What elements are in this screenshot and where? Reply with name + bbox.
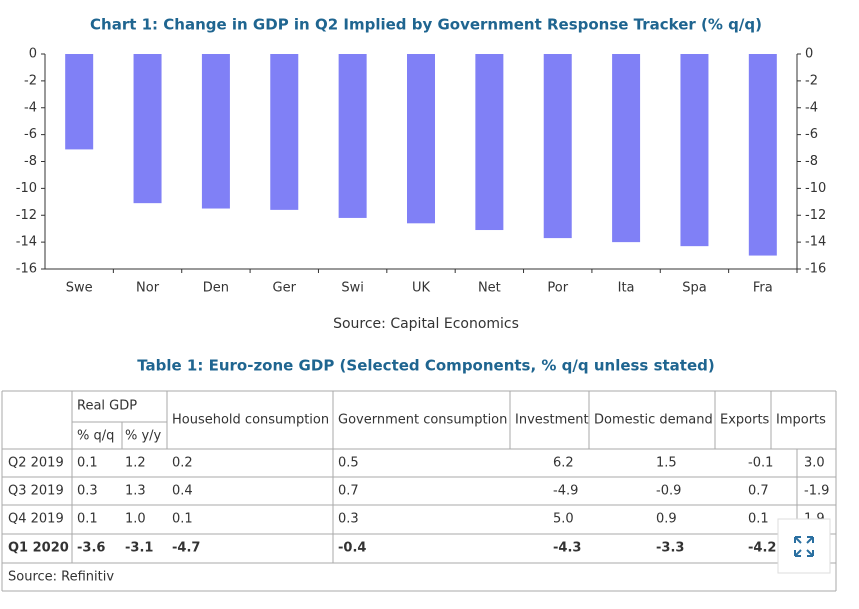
bar <box>475 54 504 231</box>
table-title: Table 1: Euro-zone GDP (Selected Compone… <box>137 357 715 375</box>
table-cell: Q1 2020 <box>8 541 69 556</box>
table-cell: 1.3 <box>125 484 146 499</box>
x-tick-label: Den <box>203 281 229 296</box>
table-cell: 1.5 <box>656 456 677 471</box>
x-tick-label: Nor <box>136 281 160 296</box>
table-column-header: Investment <box>515 413 589 428</box>
table-cell: 6.2 <box>553 456 574 471</box>
chart-source: Source: Capital Economics <box>333 316 519 332</box>
table-source: Source: Refinitiv <box>8 570 114 585</box>
table-cell: 0.7 <box>748 484 769 499</box>
x-tick-label: Spa <box>682 281 706 296</box>
table-cell: -3.3 <box>656 541 684 556</box>
y2-tick-label: -6 <box>805 127 818 142</box>
bar <box>201 54 230 209</box>
bar <box>680 54 709 247</box>
bar <box>543 54 572 239</box>
table-cell: -0.9 <box>656 484 681 499</box>
table-column-header: Household consumption <box>172 413 329 428</box>
table-column-header: Imports <box>776 413 826 428</box>
y-tick-label: -12 <box>16 208 37 223</box>
bar <box>612 54 641 243</box>
table-cell: Q2 2019 <box>8 456 64 471</box>
table-cell: -4.9 <box>553 484 578 499</box>
y2-tick-label: -16 <box>805 262 826 277</box>
y2-tick-label: -8 <box>805 154 818 169</box>
x-tick-label: Ita <box>618 281 635 296</box>
table-cell: 1.0 <box>125 512 146 527</box>
table-column-header: Domestic demand <box>594 413 713 428</box>
bar <box>133 54 162 204</box>
table-cell: 0.1 <box>172 512 193 527</box>
table-cell: -0.4 <box>338 541 366 556</box>
y-tick-label: -10 <box>16 181 37 196</box>
y-tick-label: 0 <box>29 47 37 62</box>
table-group-header: Real GDP <box>77 399 137 414</box>
y-tick-label: -16 <box>16 262 37 277</box>
expand-button[interactable] <box>777 518 831 574</box>
table-cell: 0.9 <box>656 512 677 527</box>
bar <box>407 54 435 224</box>
table-subheader: % q/q <box>77 429 114 444</box>
table-cell: -3.1 <box>125 541 153 556</box>
x-tick-label: Swi <box>341 281 364 296</box>
table-cell: -0.1 <box>748 456 773 471</box>
table-cell: -4.7 <box>172 541 200 556</box>
y-tick-label: -2 <box>24 73 37 88</box>
table-cell: -3.6 <box>77 541 105 556</box>
bar <box>338 54 367 218</box>
table-column-header: Government consumption <box>338 413 507 428</box>
bar <box>748 54 777 256</box>
y2-tick-label: 0 <box>805 47 813 62</box>
y2-tick-label: -4 <box>805 100 818 115</box>
y-tick-label: -6 <box>24 127 37 142</box>
table-cell: 0.2 <box>172 456 193 471</box>
table-column-header: Exports <box>720 413 770 428</box>
x-tick-label: UK <box>412 281 431 296</box>
table-cell: 0.1 <box>77 512 98 527</box>
y2-tick-label: -12 <box>805 208 826 223</box>
expand-icon[interactable] <box>794 536 814 557</box>
table-cell: 1.2 <box>125 456 146 471</box>
expand-box[interactable] <box>777 518 831 574</box>
table-cell: 0.3 <box>77 484 98 499</box>
y2-tick-label: -14 <box>805 235 826 250</box>
table-cell: 0.1 <box>748 512 769 527</box>
y-tick-label: -4 <box>24 100 37 115</box>
bar <box>65 54 94 150</box>
x-tick-label: Net <box>478 281 501 296</box>
x-tick-label: Fra <box>753 281 773 296</box>
table-cell: 0.3 <box>338 512 359 527</box>
table-cell: Q4 2019 <box>8 512 64 527</box>
x-tick-label: Por <box>547 281 568 296</box>
table-cell: -4.2 <box>748 541 776 556</box>
y-tick-label: -14 <box>16 235 37 250</box>
y2-tick-label: -2 <box>805 73 818 88</box>
table-cell: 0.5 <box>338 456 359 471</box>
table-cell: 0.4 <box>172 484 193 499</box>
x-tick-label: Swe <box>66 281 93 296</box>
table-cell: Q3 2019 <box>8 484 64 499</box>
bar <box>270 54 299 210</box>
table-cell: -1.9 <box>804 484 829 499</box>
table-cell: 0.7 <box>338 484 359 499</box>
x-tick-label: Ger <box>273 281 297 296</box>
y-tick-label: -8 <box>24 154 37 169</box>
table-cell: 3.0 <box>804 456 825 471</box>
table-cell: 0.1 <box>77 456 98 471</box>
chart-title: Chart 1: Change in GDP in Q2 Implied by … <box>90 16 762 34</box>
table-subheader: % y/y <box>125 429 162 444</box>
table-cell: -4.3 <box>553 541 581 556</box>
y2-tick-label: -10 <box>805 181 826 196</box>
table-cell: 5.0 <box>553 512 574 527</box>
